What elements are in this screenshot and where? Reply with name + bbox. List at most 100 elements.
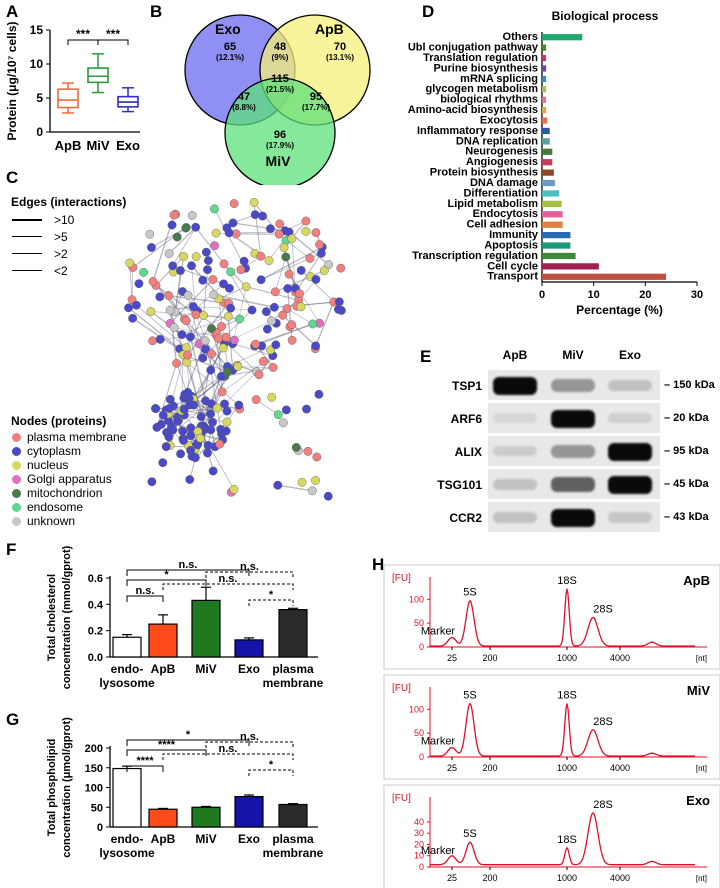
network-node bbox=[229, 485, 239, 494]
network-edge bbox=[282, 314, 317, 347]
bar-mrna-splicing bbox=[542, 75, 547, 82]
network-node bbox=[301, 216, 311, 226]
peak-label: 18S bbox=[557, 575, 577, 587]
blot-strip bbox=[488, 436, 660, 466]
network-node bbox=[148, 336, 157, 346]
node-legend-dot bbox=[12, 502, 21, 512]
network-edge bbox=[214, 208, 246, 269]
network-node bbox=[212, 403, 222, 413]
network-edge bbox=[169, 310, 178, 364]
significance-label: n.s. bbox=[219, 573, 238, 585]
venn-region-pct: (17.7%) bbox=[302, 103, 330, 112]
x-tick-label: 1000 bbox=[557, 653, 577, 663]
network-node bbox=[334, 297, 344, 307]
significance-bracket bbox=[205, 741, 294, 748]
blot-protein-label: ARF6 bbox=[450, 412, 482, 426]
blot-band bbox=[608, 476, 652, 494]
blot-strip bbox=[488, 403, 660, 433]
network-edge bbox=[168, 407, 218, 415]
x-tick-label: 200 bbox=[482, 763, 497, 773]
network-edge bbox=[174, 256, 185, 312]
network-edge bbox=[172, 227, 197, 267]
bar-ApB bbox=[148, 623, 178, 658]
bar-amino-acid-biosynthesis bbox=[542, 107, 547, 114]
network-node bbox=[220, 399, 229, 409]
network-node bbox=[324, 260, 334, 270]
bar-transport bbox=[542, 273, 666, 280]
bar-chart-f: 0.0 0.2 0.4 0.6 Total cholesterol concentrati… bbox=[46, 545, 324, 690]
category-label: Exocytosis bbox=[480, 114, 538, 126]
y-axis-label: concentration (mmol/gprot) bbox=[61, 545, 73, 689]
network-node bbox=[217, 322, 226, 331]
venn-region-count: 96 bbox=[274, 129, 286, 141]
edge-legend-line bbox=[12, 270, 42, 271]
significance-label: * bbox=[186, 729, 191, 741]
network-node bbox=[216, 371, 226, 381]
network-node bbox=[229, 199, 239, 208]
network-node bbox=[201, 247, 211, 257]
y-axis-label: concentration (μmol/gprot) bbox=[61, 717, 73, 858]
network-node bbox=[211, 228, 221, 238]
network-node bbox=[185, 332, 195, 342]
category-label: Ubl conjugation pathway bbox=[408, 42, 539, 54]
significance-bracket bbox=[97, 39, 129, 45]
edge-legend-line bbox=[12, 236, 42, 237]
network-edge bbox=[288, 273, 320, 324]
peak-label: Marker bbox=[421, 625, 456, 637]
bar-purine-biosynthesis bbox=[542, 65, 547, 72]
blot-band bbox=[493, 511, 537, 523]
network-node bbox=[203, 256, 213, 265]
bar-chart-d: Biological process 0 10 20 30 Percentage (%) O… bbox=[408, 9, 703, 317]
x-tick-label: membrane bbox=[263, 846, 324, 860]
category-label: Angiogenesis bbox=[466, 156, 538, 168]
y-tick-label: 100 bbox=[85, 783, 103, 795]
significance-bracket bbox=[126, 749, 207, 756]
category-label: Others bbox=[503, 31, 538, 43]
network-node bbox=[155, 292, 165, 302]
network-node bbox=[181, 223, 191, 233]
node-legend-dot bbox=[12, 460, 21, 470]
y-tick-label: 150 bbox=[85, 763, 103, 775]
blot-band bbox=[551, 444, 595, 458]
network-node bbox=[314, 389, 324, 399]
category-label: Differentiation bbox=[463, 187, 538, 199]
x-tick-label: 25 bbox=[447, 653, 457, 663]
network-node bbox=[191, 222, 201, 232]
significance-bracket bbox=[126, 595, 164, 602]
network-node bbox=[183, 350, 192, 360]
network-node bbox=[191, 252, 201, 262]
blot-size-label: – 20 kDa bbox=[664, 412, 709, 424]
node-legend-dot bbox=[12, 432, 21, 442]
network-panel: Edges (interactions) >10 >5 >2 <2 Nodes (pr… bbox=[0, 170, 350, 528]
category-label: glycogen metabolism bbox=[426, 83, 539, 95]
bar-Exo bbox=[234, 639, 264, 658]
x-tick-label: 4000 bbox=[610, 873, 630, 883]
network-edge bbox=[200, 353, 213, 417]
network-edge bbox=[193, 306, 253, 311]
category-label: Immunity bbox=[489, 229, 539, 241]
network-node bbox=[147, 477, 157, 487]
node-legend-dot bbox=[12, 446, 21, 456]
network-node bbox=[283, 284, 293, 293]
venn-set-label: Exo bbox=[215, 21, 241, 37]
network-node bbox=[139, 267, 148, 277]
significance-bracket bbox=[126, 579, 207, 586]
x-tick-label: 4000 bbox=[610, 763, 630, 773]
network-edge bbox=[253, 202, 280, 235]
x-unit-label: [nt] bbox=[696, 874, 707, 883]
x-tick-label: endo- bbox=[111, 832, 144, 846]
network-node bbox=[239, 256, 249, 266]
bar-dna-replication bbox=[542, 138, 550, 145]
network-node bbox=[269, 302, 279, 312]
bar-ApB bbox=[148, 808, 178, 828]
y-tick-label: 0.6 bbox=[88, 573, 103, 585]
panel-label-c: C bbox=[6, 168, 19, 187]
network-edge bbox=[131, 267, 134, 300]
network-node bbox=[267, 316, 276, 326]
venn-region-pct: (8.8%) bbox=[232, 103, 256, 112]
node-legend-row: unknown bbox=[12, 514, 126, 528]
network-edge bbox=[223, 263, 247, 288]
trace-title: Exo bbox=[686, 793, 710, 808]
edge-legend-label: >5 bbox=[54, 229, 68, 244]
bar-others bbox=[542, 34, 583, 41]
